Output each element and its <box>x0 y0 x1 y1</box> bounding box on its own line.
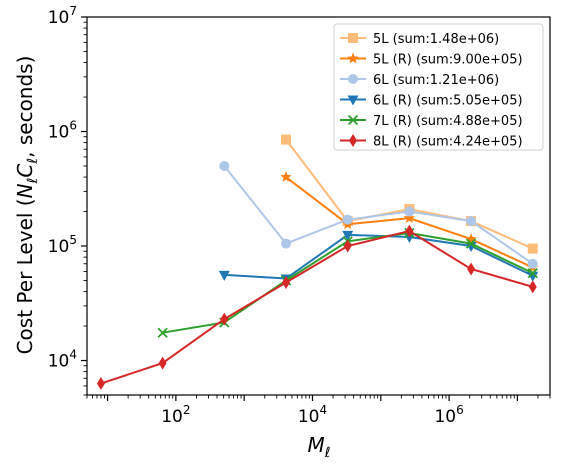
x-tick-label-exponent: 4 <box>319 403 327 417</box>
y-tick-label: 104 <box>48 348 77 372</box>
legend-marker <box>348 74 358 84</box>
series-5 <box>96 224 537 391</box>
legend: 5L (sum:1.48e+06) 5L (R) (sum:9.00e+05) 6L… <box>333 23 544 151</box>
data-point <box>527 271 539 282</box>
y-tick-label-base: 10 <box>48 8 70 28</box>
y-axis-label: Cost Per Level (NℓCℓ, seconds) <box>13 56 41 355</box>
data-point <box>465 233 477 244</box>
series-line <box>223 165 534 265</box>
data-point <box>342 230 354 241</box>
plot-area <box>86 16 551 396</box>
data-point <box>405 224 414 238</box>
y-axis-label-post: , seconds) <box>13 56 37 158</box>
data-point <box>527 267 538 279</box>
data-point <box>465 238 477 249</box>
series-line <box>100 230 534 385</box>
legend-entry: 6L (R) (sum:5.05e+05) <box>340 94 523 109</box>
y-tick-label: 105 <box>48 233 77 257</box>
y-tick-label-exponent: 6 <box>69 119 77 133</box>
x-tick-label: 102 <box>161 403 190 427</box>
y-tick-label-base: 10 <box>48 352 70 372</box>
legend-marker <box>348 33 358 43</box>
x-tick-label-base: 10 <box>298 407 320 427</box>
legend-box <box>333 23 544 151</box>
data-point <box>281 238 292 249</box>
data-point <box>96 377 105 391</box>
data-point <box>404 206 415 217</box>
data-point <box>467 262 476 276</box>
legend-label: 5L (R) (sum:9.00e+05) <box>373 53 523 68</box>
legend-marker <box>347 114 359 126</box>
data-point <box>219 160 230 171</box>
y-tick-label-base: 10 <box>48 237 70 257</box>
y-axis-label-c-sub: ℓ <box>25 158 41 165</box>
x-axis-label-sub: ℓ <box>324 445 331 461</box>
legend-entry: 5L (sum:1.48e+06) <box>340 32 499 47</box>
y-axis-label-n: N <box>13 183 37 198</box>
x-tick-label-base: 10 <box>434 407 456 427</box>
legend-marker <box>347 95 359 106</box>
data-point <box>158 356 167 370</box>
x-axis-label: Mℓ <box>307 433 330 461</box>
y-tick-label-exponent: 4 <box>69 348 77 362</box>
series-line <box>224 233 534 280</box>
series-2 <box>219 160 538 269</box>
legend-entry: 8L (R) (sum:4.24e+05) <box>340 134 523 150</box>
legend-label: 8L (R) (sum:4.24e+05) <box>373 135 523 150</box>
legend-marker <box>349 134 357 147</box>
legend-entry: 7L (R) (sum:4.88e+05) <box>340 114 523 129</box>
data-point <box>157 327 168 338</box>
y-tick-label-exponent: 5 <box>69 233 77 247</box>
y-axis-label-n-sub: ℓ <box>25 178 41 185</box>
legend-label: 7L (R) (sum:4.88e+05) <box>373 114 523 129</box>
data-point <box>466 216 477 227</box>
x-tick-label: 106 <box>434 403 463 427</box>
data-point <box>527 258 538 269</box>
axes-frame <box>86 16 551 396</box>
legend-entry: 5L (R) (sum:9.00e+05) <box>340 52 523 68</box>
data-point <box>280 171 292 182</box>
x-tick-label-exponent: 2 <box>183 403 191 417</box>
y-tick-label: 107 <box>48 4 77 28</box>
legend-marker <box>347 52 359 64</box>
x-tick-label: 104 <box>298 403 327 427</box>
legend-label: 5L (sum:1.48e+06) <box>373 32 499 47</box>
data-point <box>403 212 416 224</box>
data-point <box>528 280 537 294</box>
x-axis-label-main: M <box>307 433 324 457</box>
data-point <box>220 312 229 326</box>
legend-label: 6L (R) (sum:5.05e+05) <box>373 94 523 109</box>
y-axis-label-pre: Cost Per Level ( <box>13 198 37 354</box>
data-point <box>218 270 230 281</box>
data-point <box>281 134 292 145</box>
x-tick-label-exponent: 6 <box>456 403 464 417</box>
data-point <box>342 214 353 225</box>
y-tick-label-base: 10 <box>48 123 70 143</box>
legend-label: 6L (sum:1.21e+06) <box>373 73 499 88</box>
y-tick-label: 106 <box>48 119 77 143</box>
series-line <box>285 176 534 269</box>
data-point <box>282 276 291 290</box>
data-point <box>527 243 538 254</box>
legend-entry: 6L (sum:1.21e+06) <box>340 73 499 88</box>
data-point <box>343 239 352 253</box>
x-tick-label-base: 10 <box>161 407 183 427</box>
y-axis-label-c: C <box>13 164 37 178</box>
x-axis-ticks: 102 104 106 <box>86 395 551 427</box>
y-tick-label-exponent: 7 <box>69 4 77 18</box>
